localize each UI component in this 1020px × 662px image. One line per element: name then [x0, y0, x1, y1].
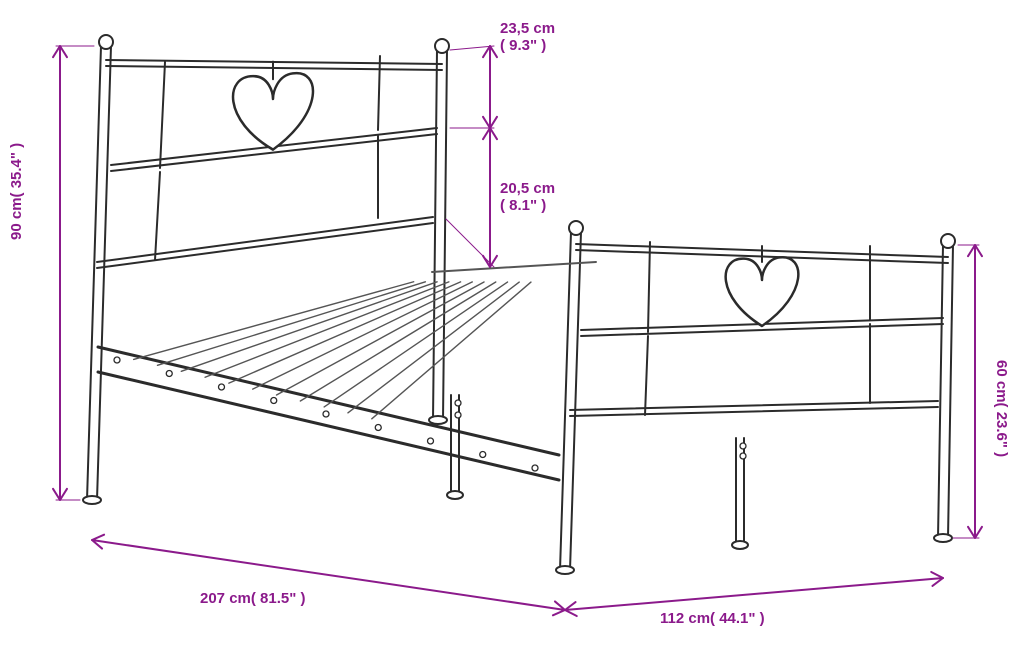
dim-height-right: 60 cm( 23.6" ): [993, 360, 1010, 457]
dim-depth: 207 cm( 81.5" ): [200, 590, 306, 607]
dim-width: 112 cm( 44.1" ): [660, 610, 765, 627]
dim-top-upper: 23,5 cm( 9.3" ): [500, 20, 555, 54]
dim-top-lower: 20,5 cm( 8.1" ): [500, 180, 555, 214]
dim-height-left: 90 cm( 35.4" ): [8, 143, 25, 240]
